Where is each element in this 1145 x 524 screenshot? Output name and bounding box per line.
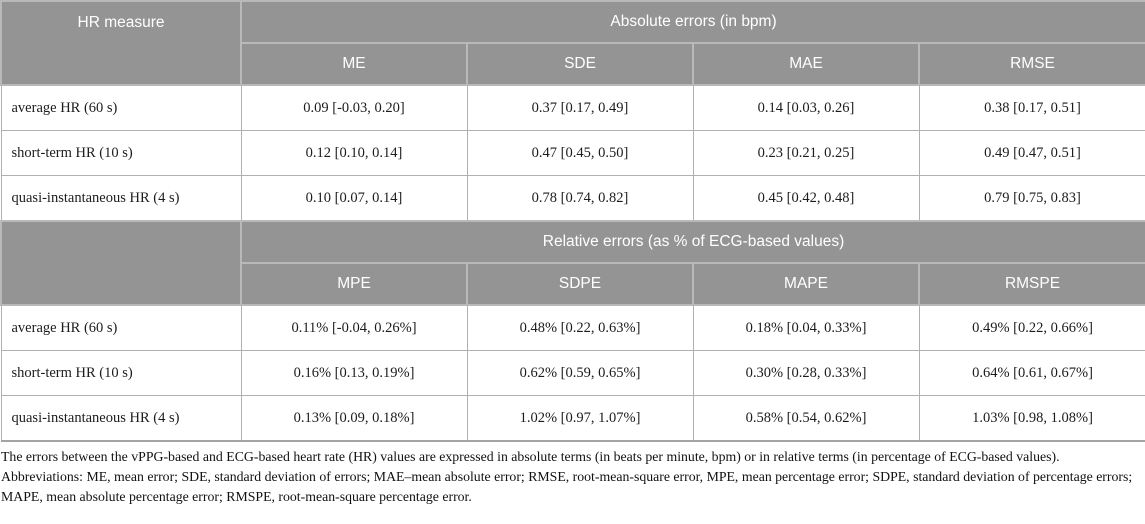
cell-value: 1.02% [0.97, 1.07%]: [466, 395, 694, 442]
section-title-relative-errors: Relative errors (as % of ECG-based value…: [239, 220, 1145, 264]
cell-value: 0.11% [-0.04, 0.26%]: [240, 304, 468, 351]
cell-value: 0.49 [0.47, 0.51]: [918, 130, 1145, 176]
col-header-hr-measure: HR measure: [0, 0, 242, 86]
cell-value: 0.18% [0.04, 0.33%]: [692, 304, 920, 351]
cell-value: 0.13% [0.09, 0.18%]: [240, 395, 468, 442]
col-header-mape: MAPE: [692, 262, 920, 306]
cell-value: 0.45 [0.42, 0.48]: [692, 175, 920, 222]
table-subheader-row: ME SDE MAE RMSE: [1, 42, 1145, 86]
cell-value: 0.12 [0.10, 0.14]: [240, 130, 468, 176]
footnote-description: The errors between the vPPG-based and EC…: [1, 449, 1060, 464]
table-row: quasi-instantaneous HR (4 s) 0.10 [0.07,…: [0, 175, 1145, 222]
section-title-absolute-errors: Absolute errors (in bpm): [239, 0, 1145, 44]
cell-value: 0.58% [0.54, 0.62%]: [692, 395, 920, 442]
row-label: average HR (60 s): [0, 84, 242, 131]
cell-value: 0.09 [-0.03, 0.20]: [240, 84, 468, 131]
row-label: short-term HR (10 s): [0, 130, 242, 176]
row-label: average HR (60 s): [0, 304, 242, 351]
cell-value: 0.62% [0.59, 0.65%]: [466, 350, 694, 396]
table-row: average HR (60 s) 0.11% [-0.04, 0.26%] 0…: [0, 304, 1145, 351]
col-header-mae: MAE: [692, 42, 920, 86]
row-label: quasi-instantaneous HR (4 s): [0, 395, 242, 442]
cell-value: 1.03% [0.98, 1.08%]: [918, 395, 1145, 442]
paper-table-figure: HR measure Absolute errors (in bpm) ME S…: [0, 0, 1145, 507]
col-header-rmspe: RMSPE: [917, 262, 1145, 306]
cell-value: 0.16% [0.13, 0.19%]: [240, 350, 468, 396]
col-header-rmse: RMSE: [917, 42, 1145, 86]
cell-value: 0.10 [0.07, 0.14]: [240, 175, 468, 222]
cell-value: 0.37 [0.17, 0.49]: [466, 84, 694, 131]
col-header-me: ME: [240, 42, 468, 86]
table-subheader-row: MPE SDPE MAPE RMSPE: [1, 262, 1145, 306]
col-header-mpe: MPE: [240, 262, 468, 306]
cell-value: 0.47 [0.45, 0.50]: [466, 130, 694, 176]
col-header-sde: SDE: [466, 42, 694, 86]
row-label: quasi-instantaneous HR (4 s): [0, 175, 242, 222]
table-row: average HR (60 s) 0.09 [-0.03, 0.20] 0.3…: [0, 84, 1145, 131]
col-header-sdpe: SDPE: [466, 262, 694, 306]
cell-value: 0.78 [0.74, 0.82]: [466, 175, 694, 222]
row-label: short-term HR (10 s): [0, 350, 242, 396]
cell-value: 0.38 [0.17, 0.51]: [918, 84, 1145, 131]
cell-value: 0.23 [0.21, 0.25]: [692, 130, 920, 176]
table-footnote: The errors between the vPPG-based and EC…: [0, 447, 1145, 507]
table-row: quasi-instantaneous HR (4 s) 0.13% [0.09…: [0, 395, 1145, 442]
table-row: short-term HR (10 s) 0.12 [0.10, 0.14] 0…: [0, 130, 1145, 176]
col-header-blank: [0, 220, 242, 306]
table-header-row: HR measure Absolute errors (in bpm): [0, 0, 1145, 86]
table-row: short-term HR (10 s) 0.16% [0.13, 0.19%]…: [0, 350, 1145, 396]
hr-errors-table: HR measure Absolute errors (in bpm) ME S…: [0, 0, 1145, 442]
cell-value: 0.30% [0.28, 0.33%]: [692, 350, 920, 396]
cell-value: 0.64% [0.61, 0.67%]: [918, 350, 1145, 396]
footnote-abbreviations: Abbreviations: ME, mean error; SDE, stan…: [1, 469, 1133, 504]
cell-value: 0.48% [0.22, 0.63%]: [466, 304, 694, 351]
cell-value: 0.79 [0.75, 0.83]: [918, 175, 1145, 222]
table-header-row: Relative errors (as % of ECG-based value…: [0, 220, 1145, 306]
cell-value: 0.49% [0.22, 0.66%]: [918, 304, 1145, 351]
cell-value: 0.14 [0.03, 0.26]: [692, 84, 920, 131]
